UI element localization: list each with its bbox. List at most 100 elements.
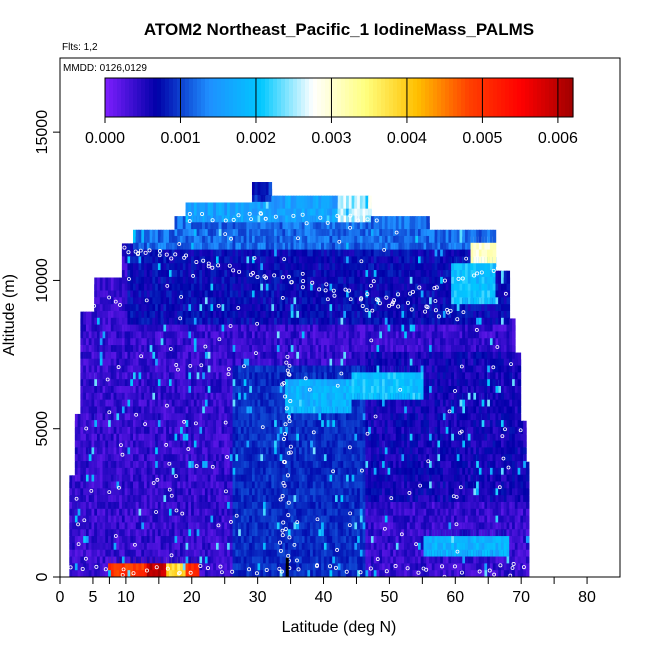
heatmap-cell — [227, 386, 231, 400]
heatmap-cell — [312, 468, 317, 482]
heatmap-cell — [240, 366, 245, 380]
heatmap-cell — [102, 393, 107, 407]
heatmap-cell — [240, 523, 245, 537]
heatmap-cell — [116, 332, 120, 346]
heatmap-cell — [193, 427, 198, 441]
heatmap-cell — [243, 550, 248, 564]
heatmap-cell — [171, 297, 176, 311]
heatmap-cell — [224, 352, 228, 366]
heatmap-cell — [204, 297, 209, 311]
heatmap-cell — [127, 536, 131, 550]
heatmap-cell — [218, 318, 223, 332]
heatmap-cell — [238, 284, 242, 298]
heatmap-cell — [216, 550, 220, 564]
heatmap-cell — [121, 291, 126, 305]
heatmap-cell — [207, 202, 212, 216]
heatmap-cell — [263, 297, 267, 311]
heatmap-cell — [287, 495, 292, 509]
heatmap-cell — [304, 291, 309, 305]
heatmap-cell — [174, 516, 179, 530]
heatmap-cell — [251, 461, 256, 475]
heatmap-cell — [160, 509, 165, 523]
heatmap-cell — [299, 263, 303, 277]
heatmap-cell — [102, 420, 107, 434]
heatmap-cell — [157, 284, 162, 298]
heatmap-cell — [146, 468, 151, 482]
heatmap-cell — [185, 359, 190, 373]
heatmap-cell — [232, 202, 237, 216]
heatmap-cell — [80, 420, 84, 434]
heatmap-cell — [157, 359, 162, 373]
heatmap-cell — [287, 209, 292, 223]
heatmap-cell — [334, 529, 339, 543]
heatmap-cell — [74, 523, 79, 537]
heatmap-cell — [296, 318, 300, 332]
heatmap-cell — [135, 557, 140, 571]
heatmap-cell — [210, 536, 214, 550]
heatmap-cell — [91, 345, 95, 359]
heatmap-cell — [135, 461, 140, 475]
heatmap-cell — [276, 195, 281, 209]
heatmap-cell — [110, 352, 115, 366]
heatmap-cell — [329, 352, 333, 366]
heatmap-cell — [207, 420, 212, 434]
heatmap-cell — [88, 461, 93, 475]
heatmap-cell — [168, 263, 173, 277]
heatmap-cell — [168, 502, 173, 516]
heatmap-cell — [119, 441, 123, 455]
heatmap-cell — [318, 448, 322, 462]
heatmap-cell — [268, 502, 273, 516]
heatmap-cell — [326, 263, 331, 277]
heatmap-cell — [135, 488, 140, 502]
heatmap-cell — [287, 400, 292, 414]
heatmap-cell — [332, 325, 336, 339]
heatmap-cell — [260, 454, 264, 468]
heatmap-cell — [337, 332, 342, 346]
heatmap-cell — [171, 413, 176, 427]
heatmap-cell — [196, 454, 201, 468]
heatmap-cell — [108, 297, 112, 311]
heatmap-cell — [135, 516, 140, 530]
heatmap-cell — [210, 393, 214, 407]
heatmap-cell — [229, 359, 234, 373]
heatmap-cell — [265, 311, 270, 325]
heatmap-cell — [191, 379, 195, 393]
heatmap-cell — [124, 257, 129, 271]
heatmap-cell — [323, 366, 328, 380]
heatmap-cell — [285, 434, 289, 448]
heatmap-cell — [337, 325, 342, 339]
heatmap-cell — [274, 277, 278, 291]
heatmap-cell — [177, 475, 181, 489]
heatmap-cell — [74, 448, 79, 462]
heatmap-cell — [246, 454, 250, 468]
heatmap-cell — [177, 304, 181, 318]
heatmap-cell — [287, 250, 292, 264]
heatmap-cell — [229, 216, 234, 230]
heatmap-cell — [121, 441, 126, 455]
heatmap-cell — [323, 557, 328, 571]
heatmap-cell — [224, 209, 228, 223]
heatmap-cell — [94, 277, 98, 291]
heatmap-cell — [318, 441, 322, 455]
heatmap-cell — [163, 373, 167, 387]
heatmap-cell — [290, 461, 295, 475]
heatmap-cell — [72, 509, 76, 523]
heatmap-cell — [88, 543, 93, 557]
heatmap-cell — [232, 434, 237, 448]
heatmap-cell — [210, 366, 214, 380]
heatmap-cell — [97, 516, 101, 530]
heatmap-cell — [210, 284, 214, 298]
heatmap-cell — [224, 338, 228, 352]
heatmap-cell — [102, 488, 107, 502]
heatmap-cell — [227, 502, 231, 516]
heatmap-cell — [321, 304, 325, 318]
heatmap-cell — [282, 222, 286, 236]
heatmap-cell — [299, 345, 303, 359]
heatmap-cell — [124, 529, 129, 543]
heatmap-cell — [265, 257, 270, 271]
heatmap-cell — [227, 441, 231, 455]
heatmap-cell — [91, 461, 95, 475]
heatmap-cell — [160, 338, 165, 352]
heatmap-cell — [193, 318, 198, 332]
heatmap-cell — [268, 379, 273, 393]
